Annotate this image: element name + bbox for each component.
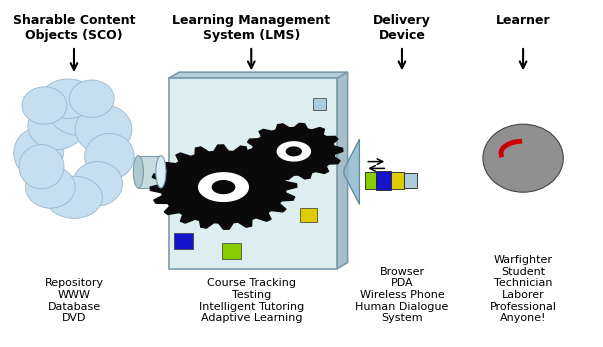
- Ellipse shape: [28, 102, 84, 150]
- Ellipse shape: [46, 176, 103, 218]
- Polygon shape: [169, 72, 347, 78]
- Ellipse shape: [22, 87, 67, 124]
- Text: Learning Management
System (LMS): Learning Management System (LMS): [172, 14, 330, 42]
- Bar: [314, 98, 326, 110]
- Polygon shape: [286, 147, 302, 156]
- Polygon shape: [199, 173, 248, 201]
- Bar: [405, 173, 417, 188]
- Polygon shape: [337, 72, 347, 269]
- Text: Sharable Content
Objects (SCO): Sharable Content Objects (SCO): [13, 14, 135, 42]
- Polygon shape: [212, 181, 235, 194]
- Polygon shape: [245, 123, 343, 179]
- Bar: [169, 78, 337, 269]
- Ellipse shape: [19, 145, 64, 189]
- Text: Repository
WWW
Database
DVD: Repository WWW Database DVD: [45, 278, 104, 323]
- Text: Learner: Learner: [496, 14, 551, 27]
- Ellipse shape: [73, 162, 122, 206]
- Polygon shape: [150, 145, 297, 229]
- Bar: [300, 208, 317, 222]
- Bar: [139, 156, 161, 188]
- Bar: [365, 172, 376, 189]
- Ellipse shape: [483, 124, 563, 192]
- Ellipse shape: [41, 79, 95, 118]
- Ellipse shape: [133, 156, 144, 188]
- Bar: [174, 233, 194, 249]
- Text: Delivery
Device: Delivery Device: [373, 14, 431, 42]
- Ellipse shape: [49, 89, 110, 135]
- Polygon shape: [277, 142, 311, 161]
- Ellipse shape: [69, 80, 114, 117]
- Ellipse shape: [156, 156, 166, 188]
- Text: Course Tracking
Testing
Intelligent Tutoring
Adaptive Learning: Course Tracking Testing Intelligent Tuto…: [198, 278, 304, 323]
- Ellipse shape: [84, 133, 134, 180]
- Ellipse shape: [75, 105, 132, 154]
- Text: Browser
PDA
Wireless Phone
Human Dialogue
System: Browser PDA Wireless Phone Human Dialogu…: [355, 267, 449, 323]
- Bar: [222, 243, 241, 259]
- Text: Warfighter
Student
Technician
Laborer
Professional
Anyone!: Warfighter Student Technician Laborer Pr…: [490, 255, 557, 323]
- Polygon shape: [344, 139, 359, 204]
- Bar: [391, 172, 405, 189]
- Ellipse shape: [25, 166, 75, 208]
- Bar: [376, 171, 391, 190]
- Ellipse shape: [14, 128, 63, 179]
